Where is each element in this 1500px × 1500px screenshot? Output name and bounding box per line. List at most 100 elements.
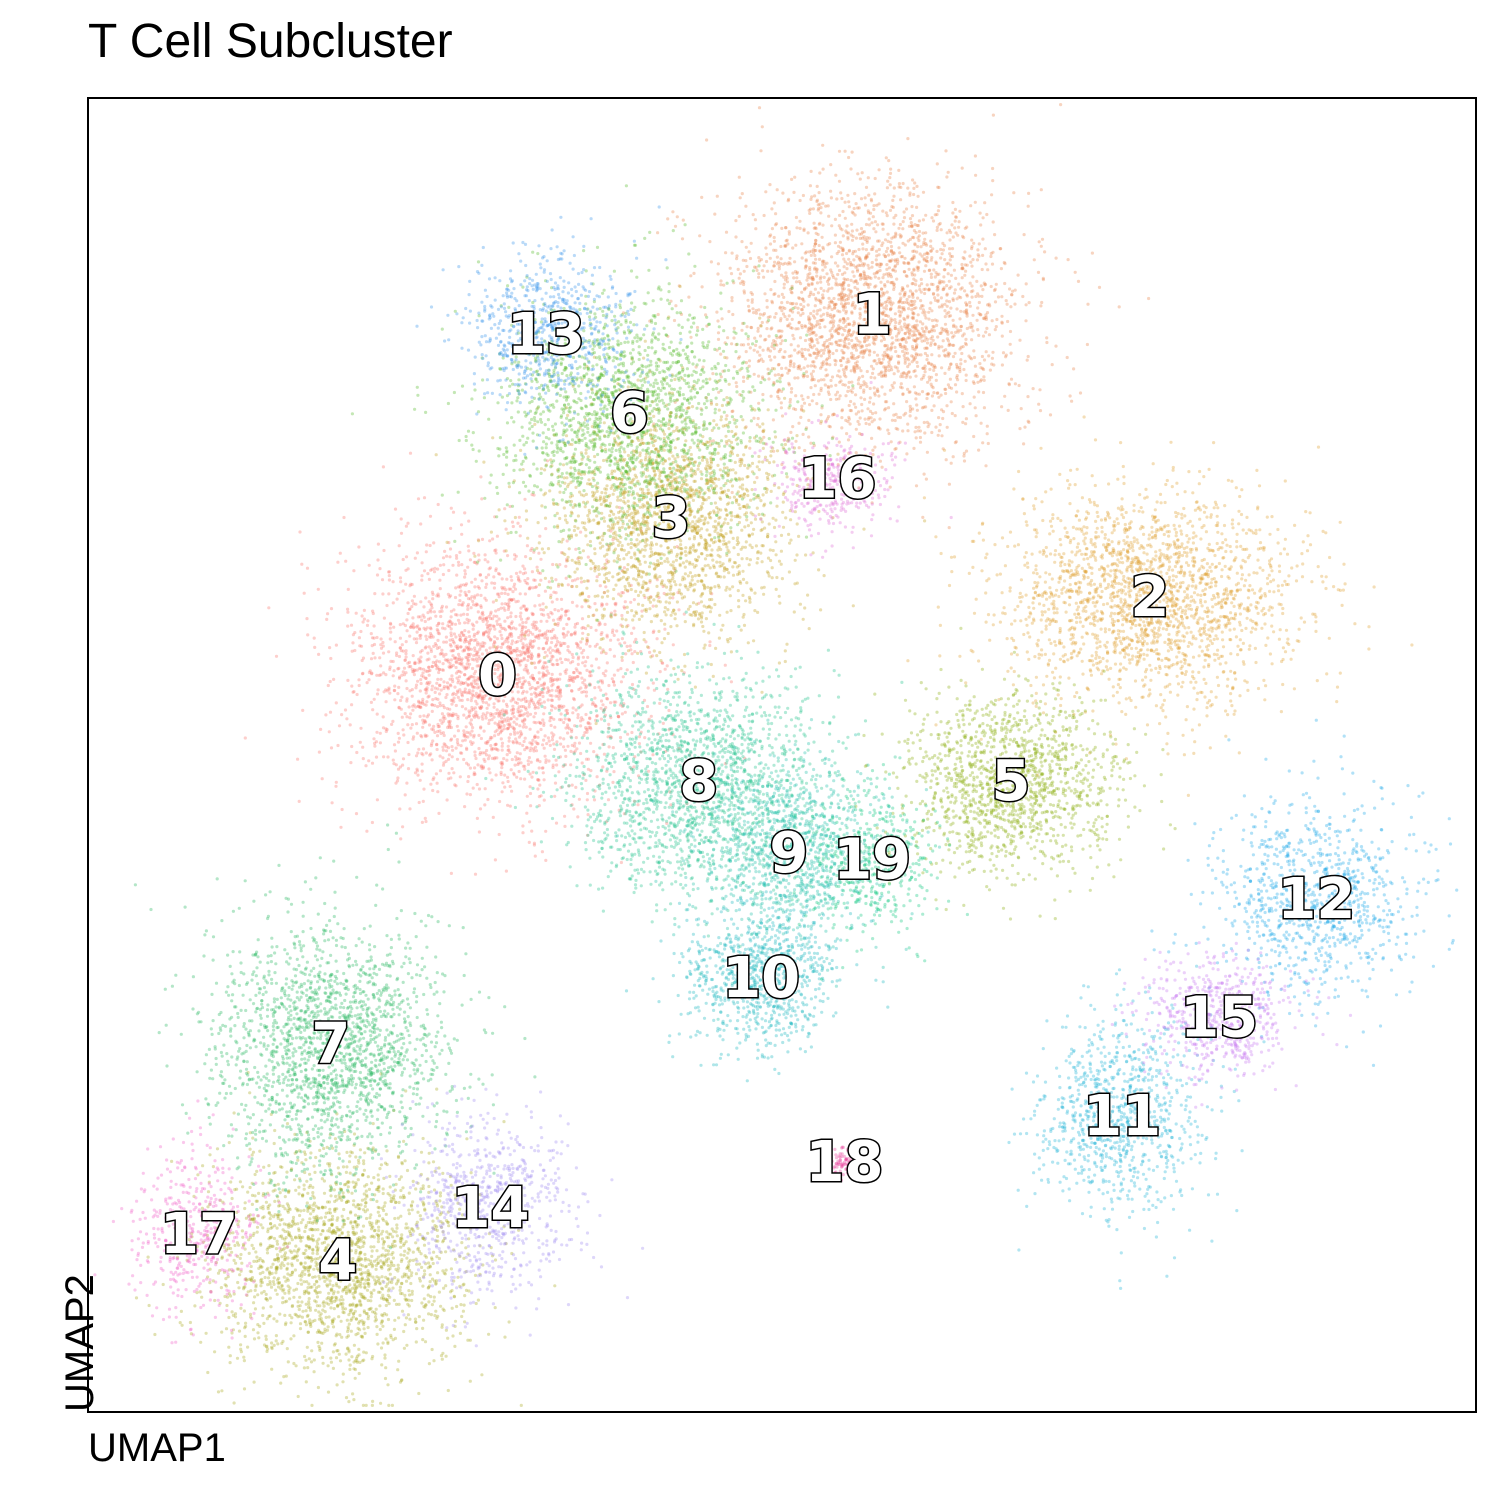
point bbox=[981, 237, 985, 241]
point bbox=[493, 627, 497, 631]
point bbox=[488, 651, 492, 655]
point bbox=[985, 432, 989, 436]
point bbox=[479, 665, 483, 669]
point bbox=[354, 611, 358, 615]
point bbox=[466, 648, 470, 652]
point bbox=[651, 630, 655, 635]
point bbox=[791, 333, 795, 337]
point bbox=[899, 198, 903, 202]
point bbox=[477, 694, 481, 698]
point bbox=[785, 280, 790, 284]
point bbox=[489, 663, 493, 667]
point bbox=[477, 830, 481, 834]
point bbox=[381, 715, 385, 719]
point bbox=[428, 543, 432, 548]
point bbox=[592, 750, 596, 754]
point bbox=[848, 408, 852, 413]
point bbox=[387, 570, 391, 574]
point bbox=[498, 692, 502, 696]
point bbox=[508, 504, 512, 509]
point bbox=[543, 650, 547, 654]
point bbox=[847, 342, 851, 346]
point bbox=[1000, 405, 1004, 409]
point bbox=[518, 524, 523, 528]
point bbox=[510, 598, 514, 602]
point bbox=[554, 694, 558, 698]
point bbox=[915, 360, 919, 364]
point bbox=[528, 785, 532, 789]
point bbox=[563, 814, 567, 818]
point bbox=[480, 579, 484, 583]
point bbox=[881, 227, 885, 231]
point bbox=[883, 255, 888, 259]
point bbox=[804, 325, 808, 329]
point bbox=[633, 755, 637, 759]
point bbox=[889, 365, 893, 369]
point bbox=[910, 293, 915, 297]
point bbox=[850, 150, 854, 154]
point bbox=[375, 798, 379, 802]
point bbox=[774, 312, 778, 316]
point bbox=[534, 687, 538, 691]
point bbox=[511, 672, 516, 676]
point bbox=[441, 622, 445, 626]
point bbox=[1050, 363, 1054, 367]
point bbox=[716, 262, 721, 266]
point bbox=[448, 677, 452, 681]
point bbox=[819, 348, 824, 352]
point bbox=[767, 334, 771, 338]
point bbox=[888, 208, 893, 212]
point bbox=[463, 673, 467, 677]
point bbox=[442, 686, 446, 691]
point bbox=[806, 329, 810, 333]
point bbox=[516, 690, 520, 694]
point bbox=[553, 634, 557, 638]
point bbox=[818, 325, 822, 330]
point bbox=[973, 364, 978, 368]
point bbox=[1008, 342, 1012, 346]
point bbox=[964, 337, 968, 341]
point bbox=[610, 677, 614, 681]
point bbox=[391, 601, 395, 605]
point bbox=[434, 643, 438, 648]
point bbox=[784, 366, 788, 370]
scatter-points bbox=[93, 103, 1459, 1407]
point bbox=[441, 626, 445, 630]
point bbox=[418, 634, 422, 638]
point bbox=[614, 603, 618, 607]
point bbox=[500, 748, 504, 752]
point bbox=[464, 583, 468, 587]
point bbox=[493, 549, 497, 553]
point bbox=[507, 625, 511, 629]
point bbox=[577, 671, 581, 675]
point bbox=[780, 301, 784, 305]
point bbox=[913, 339, 917, 343]
point bbox=[435, 747, 439, 752]
point bbox=[825, 261, 829, 265]
point bbox=[556, 623, 560, 627]
point bbox=[398, 576, 403, 580]
point bbox=[945, 330, 949, 334]
point bbox=[407, 752, 411, 757]
point bbox=[524, 630, 528, 634]
point bbox=[406, 767, 411, 771]
point bbox=[510, 620, 514, 624]
point bbox=[787, 197, 791, 201]
point bbox=[481, 700, 485, 704]
point bbox=[612, 633, 616, 638]
point bbox=[502, 757, 506, 761]
point bbox=[964, 378, 968, 383]
point bbox=[941, 410, 946, 414]
point bbox=[421, 799, 425, 804]
point bbox=[452, 771, 456, 775]
point bbox=[993, 233, 997, 237]
point bbox=[825, 272, 829, 276]
point bbox=[527, 680, 531, 685]
point bbox=[509, 611, 513, 615]
point bbox=[819, 413, 823, 417]
point bbox=[373, 592, 377, 596]
point bbox=[538, 629, 542, 633]
point bbox=[521, 646, 525, 650]
point bbox=[417, 627, 421, 631]
point bbox=[897, 246, 901, 250]
